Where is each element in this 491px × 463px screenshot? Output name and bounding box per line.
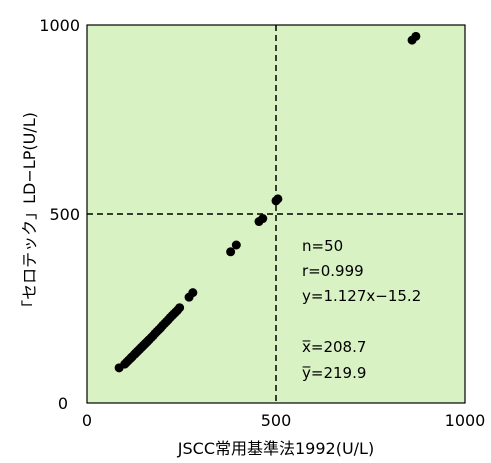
data-point — [231, 240, 241, 250]
x-tick-label-1: 500 — [261, 411, 292, 430]
y-axis-title: 「セロテック」LD−LP(U/L) — [20, 112, 39, 316]
y-tick-label-0: 0 — [58, 394, 68, 413]
stat-mean-x: x̅=208.7 — [302, 338, 366, 356]
x-tick-label-2: 1000 — [445, 411, 486, 430]
data-point — [258, 214, 268, 224]
stat-r: r=0.999 — [302, 262, 364, 280]
x-axis-title: JSCC常用基準法1992(U/L) — [177, 439, 374, 458]
x-tick-label-0: 0 — [82, 411, 92, 430]
stat-mean-y: y̅=219.9 — [302, 364, 366, 382]
stat-regression: y=1.127x−15.2 — [302, 287, 421, 305]
data-point — [411, 31, 421, 41]
data-point — [226, 247, 236, 257]
data-point — [175, 303, 185, 313]
data-point — [273, 194, 283, 204]
y-tick-label-2: 1000 — [39, 16, 80, 35]
y-tick-label-1: 500 — [49, 205, 80, 224]
data-points — [114, 31, 421, 373]
stat-n: n=50 — [302, 237, 343, 255]
data-point — [188, 288, 198, 298]
